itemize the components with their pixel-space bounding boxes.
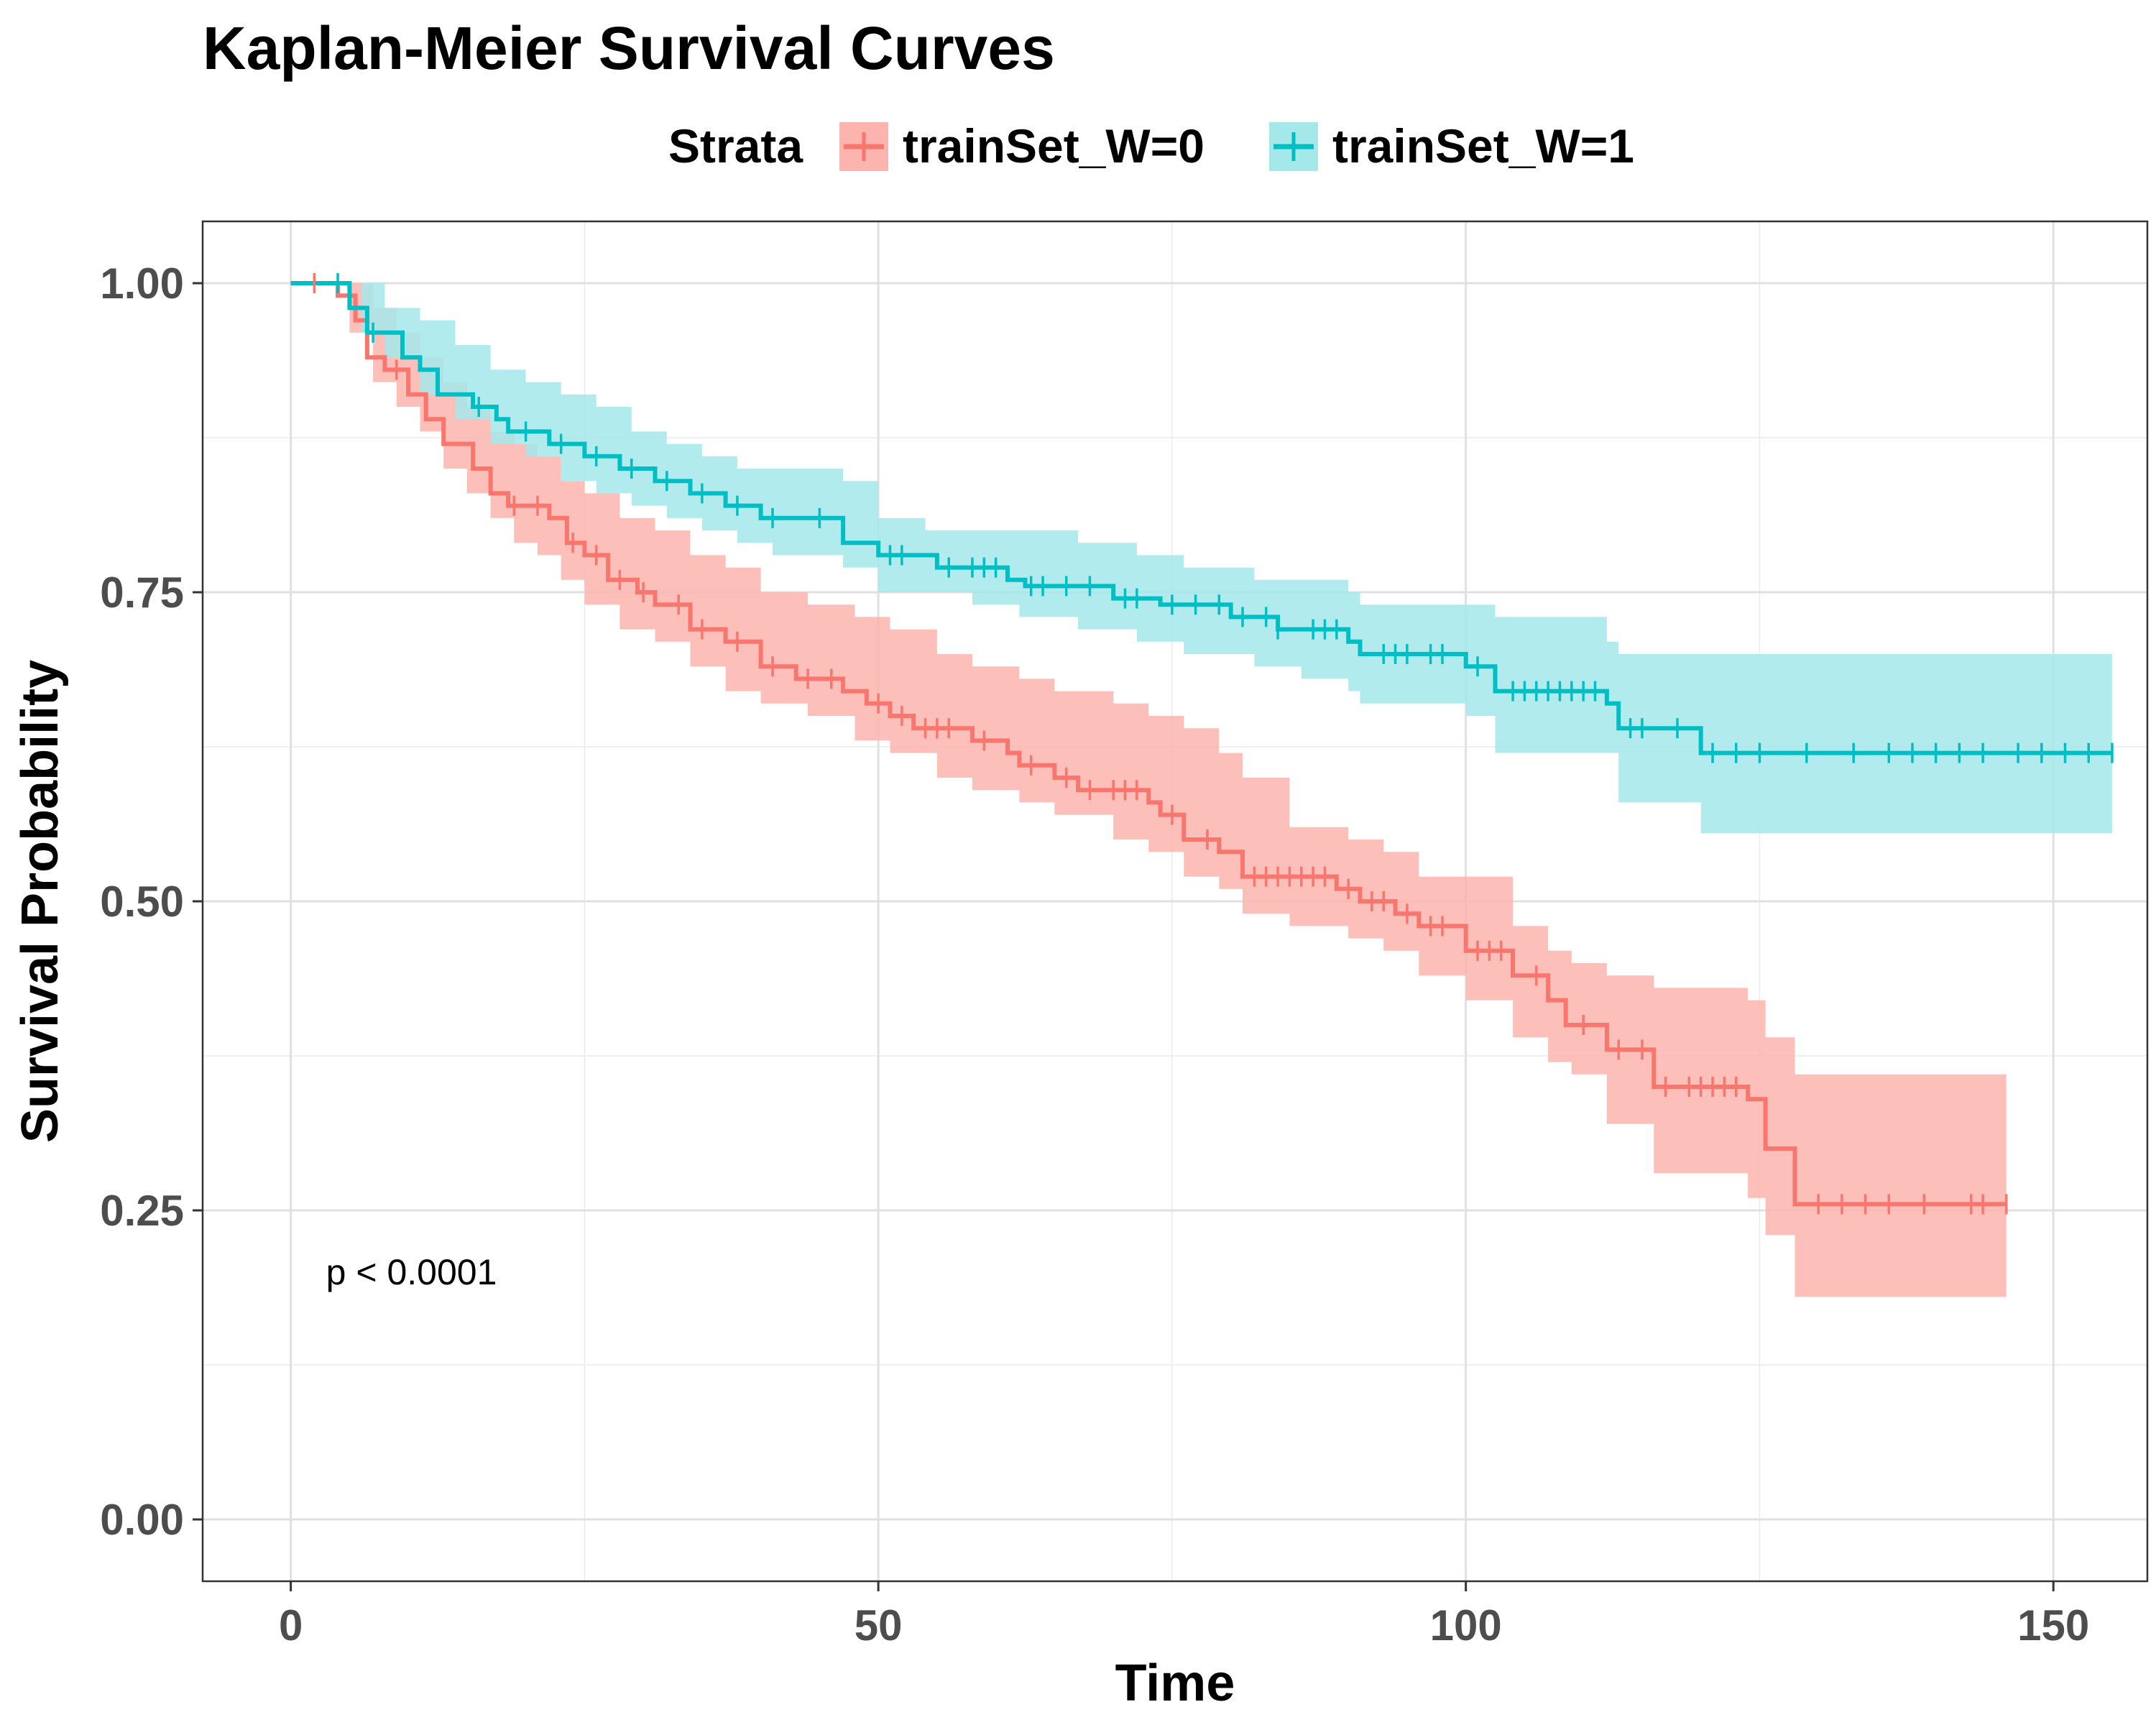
y-axis-title: Survival Probability — [11, 660, 69, 1143]
x-axis-title: Time — [1115, 1655, 1235, 1712]
legend-label-w0: trainSet_W=0 — [903, 119, 1204, 172]
x-tick-label: 100 — [1430, 1601, 1502, 1650]
x-tick-label: 50 — [854, 1601, 903, 1650]
y-tick-label: 1.00 — [100, 259, 184, 308]
chart-title: Kaplan-Meier Survival Curves — [203, 14, 1055, 82]
confidence-band-1 — [290, 283, 2112, 834]
legend: Strata trainSet_W=0 trainSet_W=1 — [668, 119, 1634, 172]
y-tick-label: 0.25 — [100, 1187, 184, 1235]
x-tick-label: 150 — [2017, 1601, 2089, 1650]
p-value-annotation: p < 0.0001 — [326, 1252, 497, 1292]
legend-title: Strata — [668, 119, 803, 172]
survival-curve-0 — [290, 281, 2007, 1207]
censor-marks — [313, 273, 2114, 1215]
axis-ticks: 0 50 100 150 0.00 0.25 0.50 0.75 1.00 — [100, 259, 2089, 1650]
x-tick-label: 0 — [279, 1601, 303, 1650]
legend-label-w1: trainSet_W=1 — [1332, 119, 1634, 172]
survival-curve-1 — [290, 281, 2112, 755]
survival-curves — [290, 281, 2112, 1207]
y-tick-label: 0.75 — [100, 569, 184, 617]
y-tick-label: 0.00 — [100, 1496, 184, 1544]
y-tick-label: 0.50 — [100, 878, 184, 926]
